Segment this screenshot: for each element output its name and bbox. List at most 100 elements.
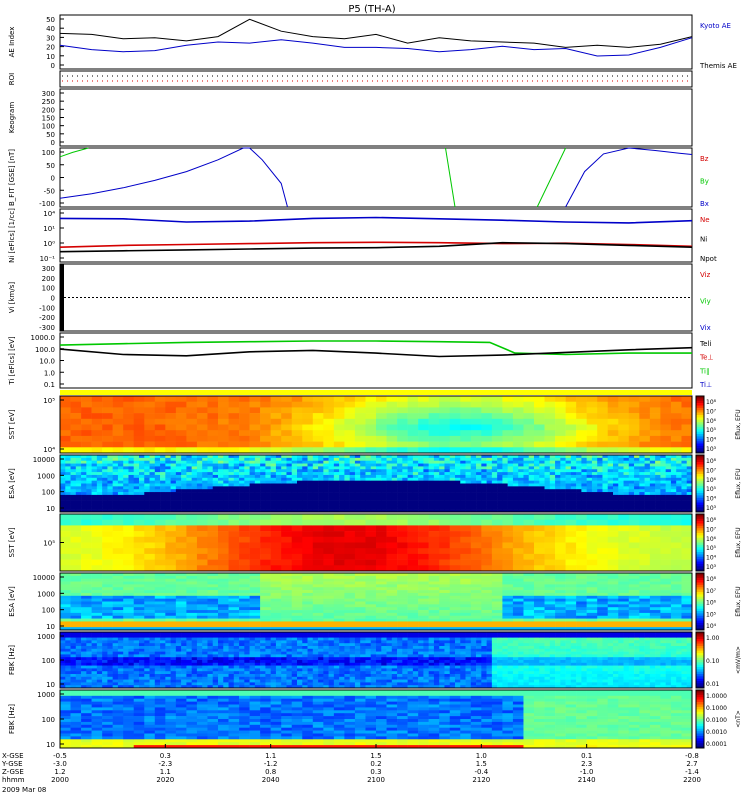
heatmap-cell (486, 494, 493, 499)
heatmap-cell (297, 466, 303, 470)
heatmap-cell (660, 483, 666, 487)
heatmap-cell (449, 455, 456, 459)
heatmap-cell (360, 460, 366, 464)
heatmap-cell (591, 469, 598, 473)
heatmap-cell (165, 525, 177, 532)
heatmap-cell (333, 447, 345, 454)
heatmap-cell (476, 474, 482, 479)
heatmap-cell (681, 565, 693, 572)
heatmap-cell (544, 441, 556, 448)
heatmap-cell (481, 430, 493, 437)
heatmap-cell (639, 441, 651, 448)
heatmap-cell (544, 469, 551, 473)
heatmap-cell (607, 457, 614, 461)
heatmap-cell (275, 472, 282, 476)
heatmap-cell (460, 581, 472, 585)
heatmap-cell (291, 477, 298, 481)
heatmap-cell (302, 418, 314, 425)
heatmap-cell (639, 624, 651, 628)
heatmap-cell (544, 407, 556, 414)
heatmap-cell (70, 486, 77, 490)
heatmap-cell (428, 441, 440, 448)
heatmap-cell (60, 607, 71, 611)
heatmap-cell (607, 548, 619, 555)
heatmap-cell (302, 612, 314, 617)
heatmap-cell (228, 615, 240, 619)
heatmap-cell (112, 624, 124, 628)
heatmap-cell (539, 506, 545, 510)
heatmap-cell (618, 509, 624, 513)
heatmap-cell (444, 489, 451, 493)
heatmap-cell (386, 474, 393, 479)
heatmap-cell (302, 469, 308, 473)
heatmap-cell (186, 460, 192, 464)
heatmap-cell (196, 492, 203, 496)
heatmap-cell (81, 494, 87, 499)
heatmap-cell (154, 480, 161, 484)
heatmap-cell (486, 472, 493, 476)
heatmap-cell (655, 503, 661, 507)
heatmap-cell (60, 497, 66, 501)
heatmap-cell (91, 601, 103, 605)
heatmap-cell (60, 542, 71, 549)
heatmap-cell (565, 607, 577, 611)
heatmap-cell (518, 477, 524, 481)
heatmap-cell (565, 615, 577, 619)
heatmap-cell (502, 447, 514, 454)
heatmap-cell (391, 500, 398, 504)
heatmap-cell (218, 474, 224, 479)
heatmap-cell (444, 506, 451, 510)
heatmap-cell (523, 573, 535, 577)
heatmap-cell (491, 466, 498, 470)
heatmap-cell (70, 581, 82, 585)
heatmap-cell (344, 601, 356, 605)
heatmap-cell (418, 480, 424, 484)
heatmap-cell (481, 548, 493, 555)
heatmap-cell (365, 497, 372, 501)
heatmap-cell (560, 489, 566, 493)
heatmap-cell (544, 509, 551, 513)
heatmap-cell (376, 489, 382, 493)
heatmap-cell (239, 618, 250, 622)
heatmap-cell (528, 460, 535, 464)
heatmap-cell (249, 494, 256, 499)
heatmap-cell (349, 457, 356, 461)
heatmap-cell (544, 612, 556, 617)
colorbar-cell (696, 566, 704, 569)
heatmap-cell (102, 514, 113, 520)
heatmap-cell (460, 575, 472, 579)
heatmap-cell (123, 469, 129, 473)
heatmap-cell (634, 506, 640, 510)
heatmap-cell (376, 581, 387, 585)
heatmap-cell (386, 559, 398, 566)
heatmap-cell (376, 607, 387, 611)
heatmap-cell (165, 553, 177, 560)
heatmap-cell (360, 494, 366, 499)
heatmap-cell (144, 575, 156, 579)
heatmap-cell (539, 466, 545, 470)
heatmap-cell (196, 457, 203, 461)
heatmap-cell (607, 435, 619, 442)
heatmap-cell (607, 542, 619, 549)
heatmap-cell (333, 492, 340, 496)
heatmap-cell (175, 460, 182, 464)
heatmap-cell (112, 525, 124, 532)
heatmap-cell (207, 483, 214, 487)
heatmap-cell (597, 598, 609, 602)
heatmap-cell (239, 519, 250, 526)
heatmap-cell (534, 573, 545, 577)
heatmap-cell (254, 472, 261, 476)
heatmap-cell (175, 595, 187, 599)
heatmap-cell (297, 489, 303, 493)
heatmap-cell (207, 627, 219, 631)
heatmap-cell (470, 460, 477, 464)
heatmap-cell (107, 486, 113, 490)
heatmap-cell (349, 455, 356, 459)
heatmap-cell (354, 621, 366, 625)
heatmap-cell (339, 494, 345, 499)
heatmap-cell (86, 503, 92, 507)
heatmap-cell (175, 584, 187, 588)
heatmap-cell (486, 509, 493, 513)
heatmap-cell (328, 483, 335, 487)
heatmap-cell (318, 503, 324, 507)
